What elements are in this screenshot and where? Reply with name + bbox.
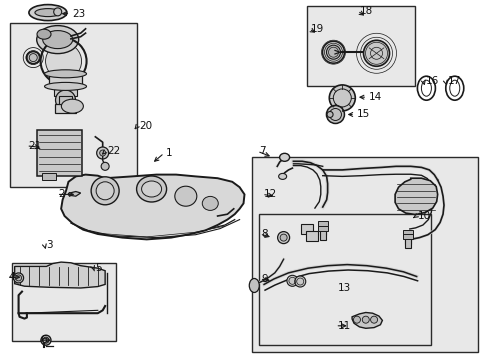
Ellipse shape	[294, 276, 305, 287]
Ellipse shape	[136, 176, 166, 202]
Text: 19: 19	[310, 24, 324, 34]
Circle shape	[100, 150, 105, 156]
Ellipse shape	[417, 76, 434, 100]
Ellipse shape	[175, 186, 196, 206]
Text: 16: 16	[425, 76, 438, 86]
Bar	[37, 130, 82, 176]
Text: 9: 9	[261, 274, 268, 284]
Text: 18: 18	[359, 6, 372, 16]
Bar	[300, 224, 312, 234]
Bar	[306, 6, 414, 86]
Polygon shape	[15, 262, 105, 288]
Ellipse shape	[328, 85, 355, 111]
Text: 22: 22	[107, 146, 121, 156]
Text: 20: 20	[139, 121, 152, 131]
Bar	[317, 221, 327, 226]
Ellipse shape	[362, 316, 368, 323]
Ellipse shape	[202, 197, 218, 210]
Text: 21: 21	[28, 141, 41, 151]
Text: 3: 3	[46, 240, 53, 250]
Bar	[49, 74, 82, 86]
Ellipse shape	[44, 70, 86, 78]
Ellipse shape	[26, 51, 40, 64]
Text: 7: 7	[259, 146, 265, 156]
Polygon shape	[394, 178, 437, 215]
Ellipse shape	[42, 31, 73, 49]
Bar	[41, 173, 56, 180]
Ellipse shape	[41, 335, 51, 345]
Ellipse shape	[43, 337, 49, 343]
Text: 14: 14	[368, 92, 382, 102]
Ellipse shape	[278, 174, 286, 179]
Text: 1: 1	[166, 148, 173, 158]
Bar	[403, 230, 412, 235]
Ellipse shape	[45, 43, 81, 79]
Ellipse shape	[249, 279, 259, 292]
Ellipse shape	[277, 231, 289, 244]
Ellipse shape	[280, 234, 286, 241]
Ellipse shape	[37, 29, 51, 39]
Text: 17: 17	[447, 76, 460, 86]
Text: 23: 23	[72, 9, 85, 19]
Bar	[405, 231, 410, 244]
Circle shape	[97, 147, 108, 159]
Bar	[55, 104, 76, 113]
Polygon shape	[61, 175, 244, 239]
Bar	[305, 231, 317, 241]
Ellipse shape	[16, 275, 21, 281]
Ellipse shape	[14, 273, 23, 283]
Polygon shape	[351, 312, 382, 328]
Ellipse shape	[445, 76, 463, 100]
Ellipse shape	[326, 112, 332, 117]
Ellipse shape	[44, 82, 86, 90]
Ellipse shape	[326, 45, 340, 59]
Bar	[319, 228, 325, 240]
Ellipse shape	[54, 8, 61, 16]
Ellipse shape	[29, 5, 67, 21]
Ellipse shape	[353, 316, 360, 323]
Ellipse shape	[279, 153, 289, 161]
Ellipse shape	[322, 41, 344, 63]
Ellipse shape	[326, 105, 344, 123]
Text: 15: 15	[356, 109, 369, 120]
Ellipse shape	[91, 177, 119, 205]
Circle shape	[101, 162, 109, 170]
Text: 10: 10	[417, 211, 430, 221]
Ellipse shape	[96, 182, 114, 200]
Text: 2: 2	[59, 189, 65, 199]
Bar	[317, 226, 327, 231]
Text: 12: 12	[264, 189, 277, 199]
Ellipse shape	[37, 26, 79, 54]
Ellipse shape	[35, 9, 61, 17]
Bar	[54, 89, 77, 96]
Bar	[59, 96, 72, 104]
Text: 5: 5	[95, 263, 102, 273]
Text: 13: 13	[337, 283, 350, 293]
Bar	[10, 23, 137, 187]
Text: 4: 4	[9, 272, 16, 282]
Ellipse shape	[56, 90, 75, 110]
Ellipse shape	[142, 181, 161, 197]
Bar	[319, 222, 325, 235]
Text: 8: 8	[261, 229, 268, 239]
Ellipse shape	[370, 316, 377, 323]
Bar	[251, 157, 477, 352]
Ellipse shape	[61, 99, 83, 113]
Bar	[12, 263, 116, 341]
Polygon shape	[68, 192, 81, 196]
Bar	[403, 234, 412, 239]
Bar	[405, 236, 410, 248]
Text: 6: 6	[40, 335, 47, 345]
Ellipse shape	[286, 275, 297, 286]
Bar	[259, 214, 430, 345]
Ellipse shape	[363, 40, 389, 66]
Text: 11: 11	[337, 321, 350, 331]
